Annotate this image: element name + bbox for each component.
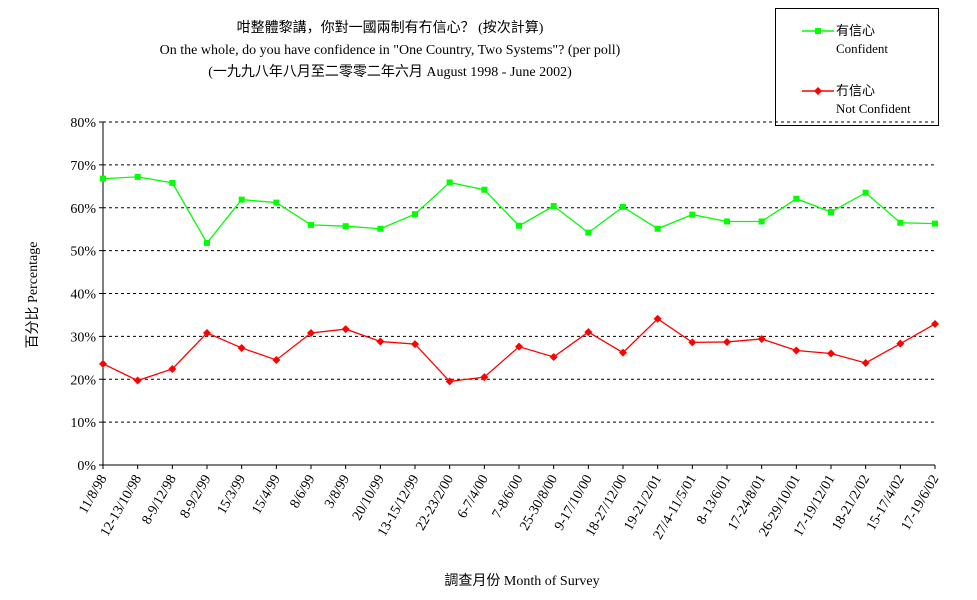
legend-svg: 有信心 Confident 冇信心 Not Confident: [802, 23, 911, 116]
data-point-not-confident: [445, 377, 454, 386]
data-point-not-confident: [619, 348, 627, 357]
data-point-confident: [932, 220, 938, 227]
data-point-not-confident: [480, 373, 489, 382]
data-point-confident: [412, 211, 418, 218]
data-point-confident: [204, 239, 210, 246]
series-lines: [99, 173, 939, 386]
gridlines: [103, 121, 935, 423]
data-point-not-confident: [861, 358, 870, 367]
x-tick-label: 8-9/2/99: [178, 473, 215, 522]
data-point-not-confident: [341, 325, 350, 334]
data-point-confident: [342, 223, 349, 230]
data-point-confident: [828, 209, 834, 216]
data-point-not-confident: [411, 340, 419, 349]
data-point-not-confident: [237, 343, 246, 352]
data-point-confident: [620, 203, 626, 210]
data-point-confident: [134, 173, 141, 180]
legend: 有信心 Confident 冇信心 Not Confident: [775, 8, 939, 126]
data-point-confident: [585, 229, 592, 236]
data-point-confident: [100, 175, 106, 182]
x-tick-label: 11/8/98: [76, 473, 110, 517]
chart-subtitle-period: (一九九八年八月至二零零二年六月 August 1998 - June 2002…: [208, 65, 572, 80]
y-tick-label: 70%: [70, 159, 96, 174]
legend-label-not-confident-en: Not Confident: [836, 101, 911, 116]
data-point-confident: [758, 218, 765, 225]
chart-title-zh: 咁整體黎講，你對一國兩制有冇信心？ (按次計算): [236, 21, 544, 36]
series-line-confident: [102, 176, 936, 245]
chart-title-block: 咁整體黎講，你對一國兩制有冇信心？ (按次計算) On the whole, d…: [0, 18, 780, 84]
data-point-confident: [308, 221, 314, 228]
data-point-confident: [446, 179, 453, 186]
data-point-not-confident: [203, 328, 211, 337]
data-point-confident: [793, 195, 800, 202]
data-point-confident: [481, 186, 488, 193]
legend-label-not-confident-zh: 冇信心: [836, 83, 875, 98]
data-point-confident: [689, 211, 696, 218]
data-point-confident: [377, 225, 384, 232]
data-point-not-confident: [896, 339, 905, 348]
data-point-not-confident: [584, 328, 593, 337]
x-tick-label: 15/4/99: [249, 473, 283, 518]
data-point-not-confident: [757, 334, 766, 343]
data-point-not-confident: [827, 349, 835, 358]
x-tick-label: 7-8/6/00: [490, 473, 527, 522]
data-point-confident: [862, 189, 869, 196]
data-point-not-confident: [549, 352, 558, 361]
data-point-not-confident: [515, 342, 523, 351]
data-point-confident: [273, 199, 280, 206]
data-point-confident: [516, 222, 522, 229]
x-tick-label: 3/8/99: [322, 473, 353, 511]
data-point-not-confident: [653, 314, 662, 323]
data-point-not-confident: [376, 337, 385, 346]
data-point-not-confident: [99, 359, 107, 368]
legend-marker-confident: [815, 28, 821, 34]
x-tick-label: 8-9/12/98: [140, 473, 180, 528]
legend-label-confident-zh: 有信心: [836, 23, 875, 38]
x-tick-label: 15/3/99: [215, 473, 249, 518]
y-axis-label: 百分比 Percentage: [25, 242, 41, 349]
x-tick-label: 6-7/4/00: [455, 473, 492, 522]
data-point-confident: [238, 196, 245, 203]
data-point-confident: [169, 179, 176, 186]
data-point-not-confident: [133, 376, 142, 385]
y-tick-labels: 0% 10% 20% 30% 40% 50% 60% 70% 80%: [70, 116, 96, 474]
data-point-not-confident: [792, 346, 801, 355]
y-tick-label: 40%: [70, 288, 96, 303]
data-point-not-confident: [272, 355, 281, 364]
x-axis-label: 調查月份 Month of Survey: [444, 573, 599, 589]
y-tick-label: 0%: [77, 459, 96, 474]
data-point-not-confident: [168, 364, 177, 373]
y-tick-label: 60%: [70, 202, 96, 217]
data-point-confident: [550, 203, 557, 210]
y-tick-label: 10%: [70, 416, 96, 431]
axes: [99, 121, 936, 469]
legend-item-not-confident: 冇信心 Not Confident: [802, 83, 911, 116]
data-point-not-confident: [307, 328, 315, 337]
data-point-not-confident: [931, 319, 939, 328]
data-point-confident: [724, 218, 730, 225]
y-tick-label: 20%: [70, 373, 96, 388]
y-tick-label: 80%: [70, 116, 96, 131]
data-point-not-confident: [723, 337, 731, 346]
data-point-confident: [897, 219, 904, 226]
legend-item-confident: 有信心 Confident: [802, 23, 888, 56]
x-tick-label: 8/6/99: [288, 473, 319, 511]
y-tick-label: 30%: [70, 330, 96, 345]
x-tick-label: 20/10/99: [350, 473, 388, 524]
data-point-not-confident: [688, 338, 697, 347]
data-point-confident: [654, 225, 661, 232]
legend-marker-not-confident: [814, 87, 822, 95]
y-tick-label: 50%: [70, 245, 96, 260]
legend-label-confident-en: Confident: [836, 41, 888, 56]
chart-title-en: On the whole, do you have confidence in …: [159, 43, 621, 58]
